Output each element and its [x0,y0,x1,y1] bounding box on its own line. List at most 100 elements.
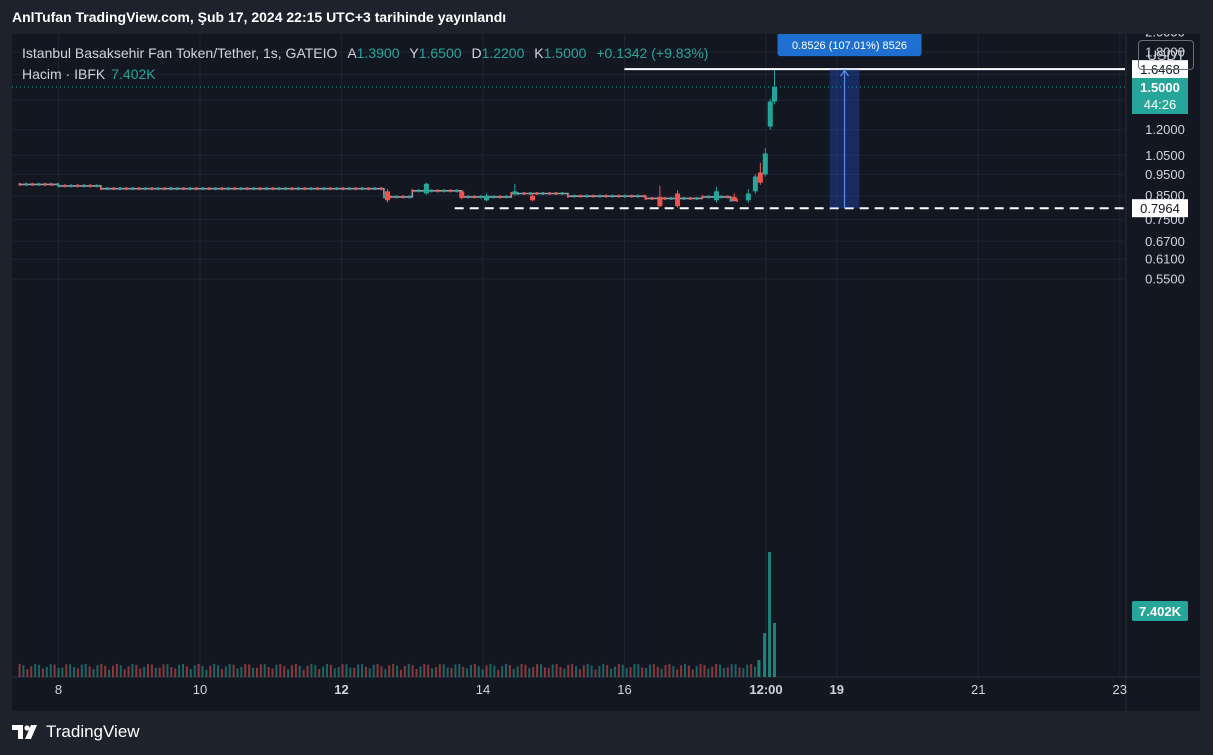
chart-panel[interactable]: 2.00001.80001.60001.40001.20001.05000.95… [12,34,1200,711]
volume-bar [18,663,21,677]
current-price-badge [1132,78,1188,115]
mini-candle [695,196,698,200]
mini-candle [259,187,262,191]
volume-bar [754,666,757,677]
volume-bar [575,666,578,677]
volume-bar [442,664,445,677]
volume-label[interactable]: Hacim · IBFK [22,66,106,82]
candle-body [757,172,763,183]
mini-candle [303,187,306,191]
mini-candle [516,191,519,195]
mini-candle [246,187,249,191]
volume-bar [73,667,76,677]
volume-bar [271,668,274,677]
mini-candle [208,187,211,191]
volume-bar [318,669,321,677]
measure-label: 0.8526 (107.01%) 8526 [792,40,907,52]
volume-bar [213,663,216,677]
volume-bar [104,665,107,677]
mini-candle [566,194,569,198]
candle-body [771,87,777,102]
mini-candle [735,198,738,202]
mini-candle [492,195,495,199]
volume-bar [462,666,465,677]
volume-bar [563,668,566,677]
candle-body [423,183,429,194]
mini-candle [99,187,102,191]
volume-bar [189,669,192,677]
volume-bar [473,663,476,677]
candle-body [713,191,719,201]
candle-body [745,193,751,201]
x-tick-label: 14 [476,682,490,697]
volume-bar [660,668,663,677]
volume-bar [606,665,609,677]
volume-bar [602,663,605,677]
mini-candle [106,187,109,191]
x-tick-label: 10 [193,682,207,697]
volume-bar [672,666,675,677]
volume-bar [543,667,546,677]
mini-candle [284,187,287,191]
volume-bar [364,666,367,677]
high-label: Y [409,45,419,61]
volume-bar [329,664,332,677]
mini-candle [310,187,313,191]
mini-candle [663,196,666,200]
volume-bar [555,664,558,677]
mini-candle [624,194,627,198]
volume-bar [715,664,718,677]
y-tick-label: 0.6700 [1145,234,1185,249]
mini-candle [443,189,446,193]
volume-bar [613,666,616,677]
mini-candle [220,187,223,191]
volume-bar [415,669,418,677]
mini-candle [201,187,204,191]
currency-button[interactable]: USDT [1138,40,1194,70]
y-tick-label: 0.9500 [1145,167,1185,182]
close-label: K [534,45,544,61]
symbol-name[interactable]: Istanbul Basaksehir Fan Token/Tether, 1s… [22,45,338,61]
volume-bar [454,664,457,677]
volume-bar [290,665,293,677]
mini-candle [18,182,21,186]
volume-bar [722,668,725,677]
current-price-label: 1.5000 [1140,80,1180,95]
candle-body [762,153,768,175]
mini-candle [341,187,344,191]
volume-bar [294,663,297,677]
volume-bar [166,664,169,677]
mini-candle [395,195,398,199]
mini-candle [335,187,338,191]
candle-body [752,176,758,192]
volume-bar [516,666,519,677]
volume-bar [469,664,472,677]
volume-bar [633,664,636,677]
volume-bar [610,668,613,677]
volume-bar [703,665,706,677]
mini-candle [316,187,319,191]
x-tick-label: 12 [334,682,348,697]
y-tick-label: 1.8000 [1145,45,1185,60]
volume-bar [41,668,44,677]
y-tick-label: 0.6100 [1145,252,1185,267]
mini-candle [408,195,411,199]
mini-candle [707,195,710,199]
volume-bar [536,664,539,677]
mini-candle [473,195,476,199]
tradingview-footer[interactable]: TradingView [12,722,140,742]
mini-candle [436,189,439,193]
volume-spike [772,622,776,677]
volume-bar [540,664,543,677]
volume-bar [477,666,480,677]
x-tick-label: 8 [55,682,62,697]
volume-bar [283,666,286,677]
low-label: D [471,45,482,61]
volume-bar [349,667,352,677]
volume-bar [174,668,177,677]
candle-body [767,101,773,127]
price-chart[interactable]: 2.00001.80001.60001.40001.20001.05000.95… [12,34,1200,711]
volume-bar [594,669,597,677]
volume-bar [182,663,185,677]
tradingview-logo-text: TradingView [46,722,140,741]
